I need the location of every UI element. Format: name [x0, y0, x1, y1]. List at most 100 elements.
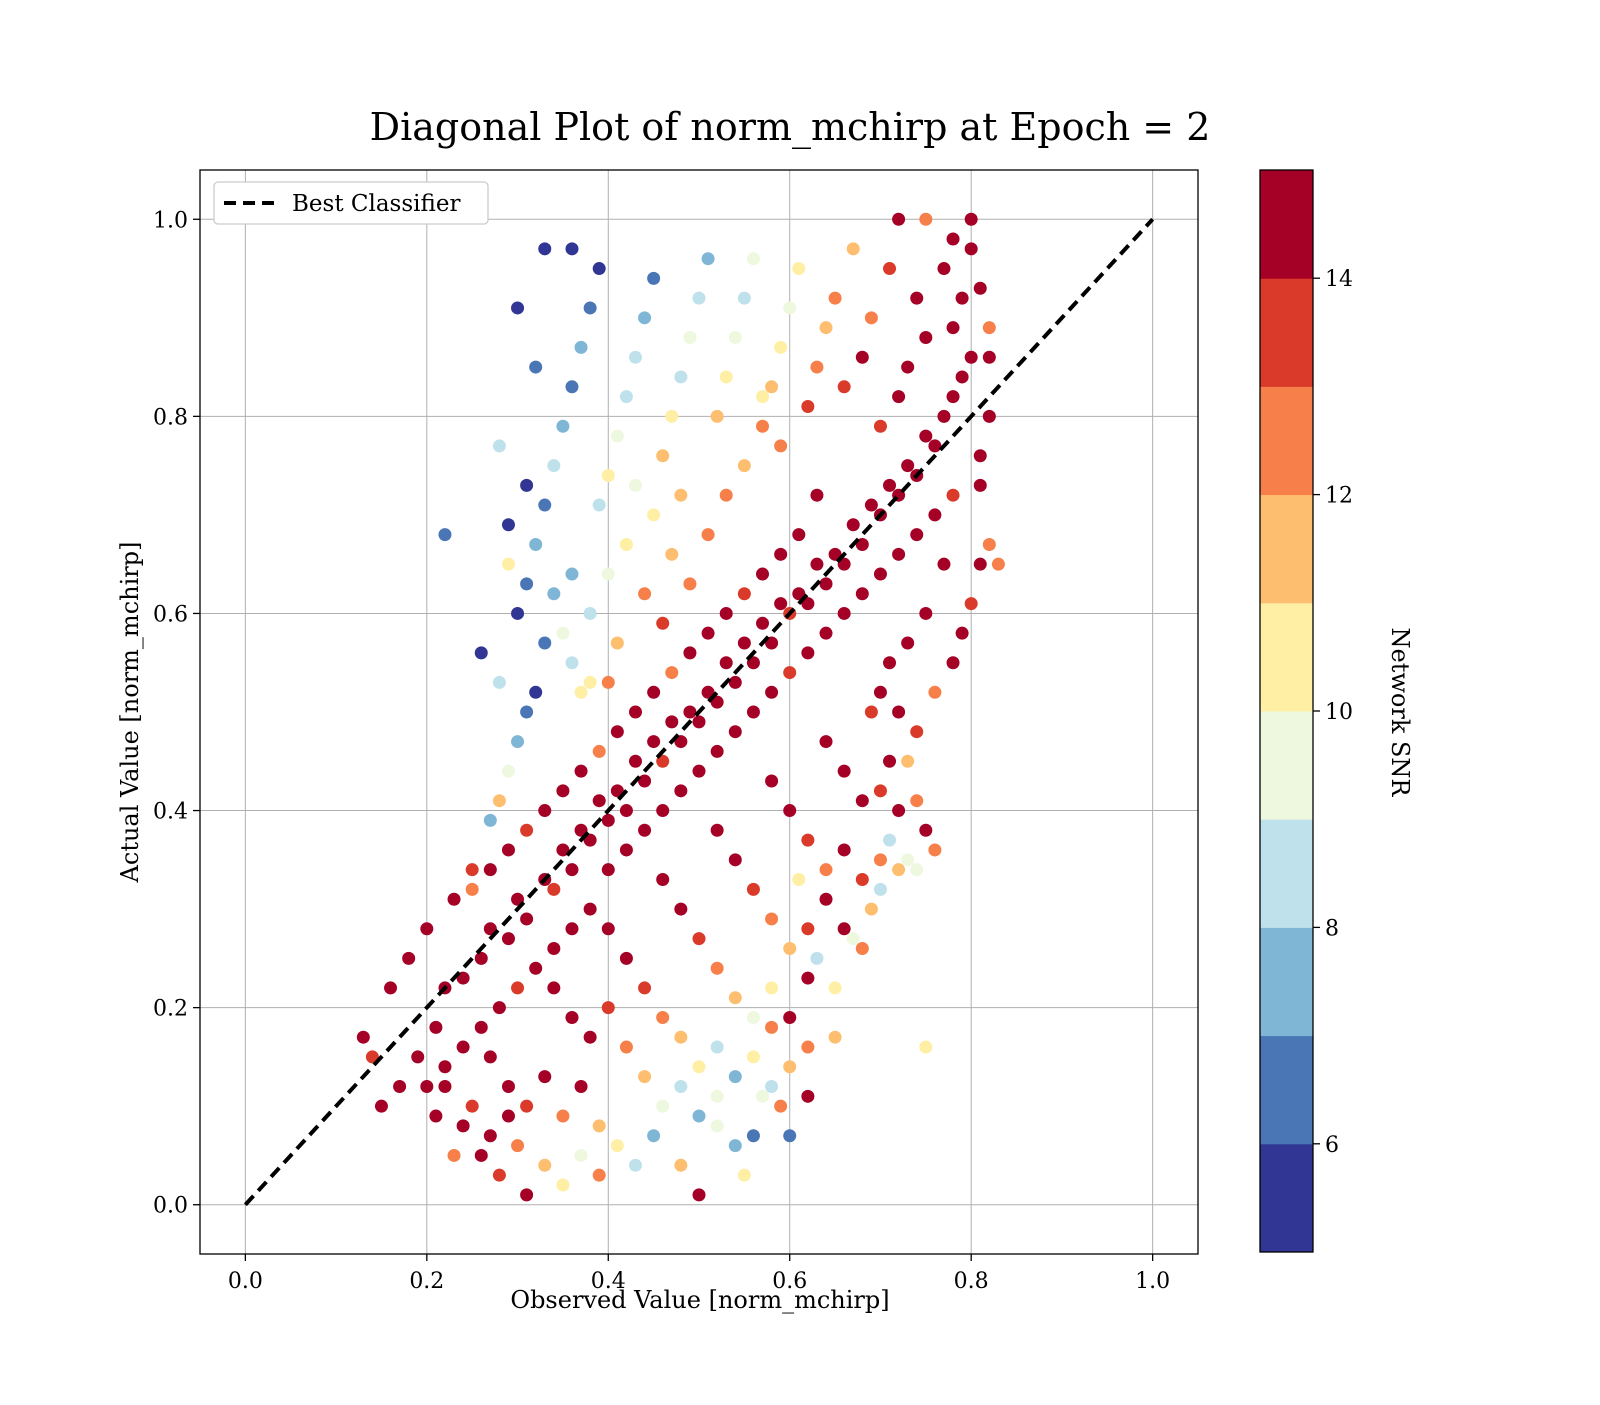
scatter-point [538, 242, 552, 256]
scatter-point [756, 616, 770, 630]
scatter-point [828, 981, 842, 995]
scatter-point [910, 863, 924, 877]
scatter-point [483, 863, 497, 877]
scatter-point [756, 1089, 770, 1103]
scatter-point [955, 626, 969, 640]
scatter-point [501, 843, 515, 857]
scatter-point [474, 951, 488, 965]
scatter-point [665, 547, 679, 561]
y-tick-label: 0.8 [153, 405, 188, 430]
scatter-point [901, 853, 915, 867]
scatter-point [538, 804, 552, 818]
scatter-point [601, 863, 615, 877]
scatter-point [901, 636, 915, 650]
scatter-point [501, 1079, 515, 1093]
scatter-point [801, 400, 815, 414]
scatter-point [565, 656, 579, 670]
x-tick-label: 0.0 [228, 1269, 263, 1294]
scatter-point [628, 478, 642, 492]
scatter-point [456, 971, 470, 985]
scatter-point [647, 1129, 661, 1143]
scatter-point [656, 754, 670, 768]
scatter-point [592, 262, 606, 276]
scatter-point [946, 488, 960, 502]
scatter-point [819, 863, 833, 877]
scatter-point [556, 626, 570, 640]
scatter-point [429, 1109, 443, 1123]
scatter-point [837, 764, 851, 778]
scatter-point [964, 350, 978, 364]
scatter-point [701, 252, 715, 266]
scatter-point [656, 616, 670, 630]
scatter-point [964, 242, 978, 256]
scatter-point [801, 833, 815, 847]
scatter-point [955, 291, 969, 305]
scatter-point [728, 725, 742, 739]
scatter-point [783, 1129, 797, 1143]
scatter-point [746, 656, 760, 670]
scatter-point [710, 744, 724, 758]
scatter-point [592, 1119, 606, 1133]
legend: Best Classifier [213, 181, 489, 225]
scatter-point [728, 675, 742, 689]
y-tick-label: 0.0 [153, 1194, 188, 1219]
scatter-point [774, 597, 788, 611]
scatter-point [883, 478, 897, 492]
scatter-point [619, 951, 633, 965]
scatter-point [592, 1168, 606, 1182]
scatter-point [801, 922, 815, 936]
scatter-point [792, 528, 806, 542]
scatter-point [837, 606, 851, 620]
scatter-point [746, 882, 760, 896]
scatter-point [864, 498, 878, 512]
scatter-point [846, 518, 860, 532]
scatter-point [656, 804, 670, 818]
scatter-point [638, 981, 652, 995]
scatter-point [592, 794, 606, 808]
scatter-point [538, 1158, 552, 1172]
x-tick-label: 0.4 [591, 1269, 626, 1294]
scatter-point [610, 725, 624, 739]
scatter-point [511, 735, 525, 749]
scatter-point [638, 311, 652, 325]
scatter-point [919, 331, 933, 345]
scatter-point [901, 360, 915, 374]
scatter-point [438, 528, 452, 542]
scatter-point [737, 291, 751, 305]
scatter-point [565, 922, 579, 936]
scatter-point [837, 843, 851, 857]
scatter-point [765, 1020, 779, 1034]
scatter-point [783, 666, 797, 680]
chart-title: Diagonal Plot of norm_mchirp at Epoch = … [370, 105, 1211, 150]
scatter-point [991, 557, 1005, 571]
scatter-point [783, 1060, 797, 1074]
scatter-point [728, 991, 742, 1005]
scatter-point [737, 459, 751, 473]
scatter-point [828, 547, 842, 561]
scatter-point [610, 784, 624, 798]
best-classifier-line [243, 217, 1155, 1207]
scatter-point [674, 735, 688, 749]
scatter-point [384, 981, 398, 995]
scatter-point [547, 981, 561, 995]
scatter-point [393, 1079, 407, 1093]
scatter-point [737, 1168, 751, 1182]
scatter-point [520, 1099, 534, 1113]
scatter-point [710, 1089, 724, 1103]
scatter-point [728, 853, 742, 867]
scatter-point [574, 1148, 588, 1162]
scatter-point [801, 597, 815, 611]
colorbar-tick-label: 12 [1325, 484, 1353, 509]
scatter-point [529, 685, 543, 699]
scatter-point [556, 784, 570, 798]
scatter-point [846, 932, 860, 946]
grid [200, 170, 1198, 1254]
scatter-point [892, 705, 906, 719]
x-tick-label: 0.6 [772, 1269, 807, 1294]
colorbar-tick-label: 14 [1325, 267, 1353, 292]
scatter-point [574, 1079, 588, 1093]
scatter-point [910, 725, 924, 739]
scatter-point [746, 1010, 760, 1024]
scatter-point [520, 823, 534, 837]
